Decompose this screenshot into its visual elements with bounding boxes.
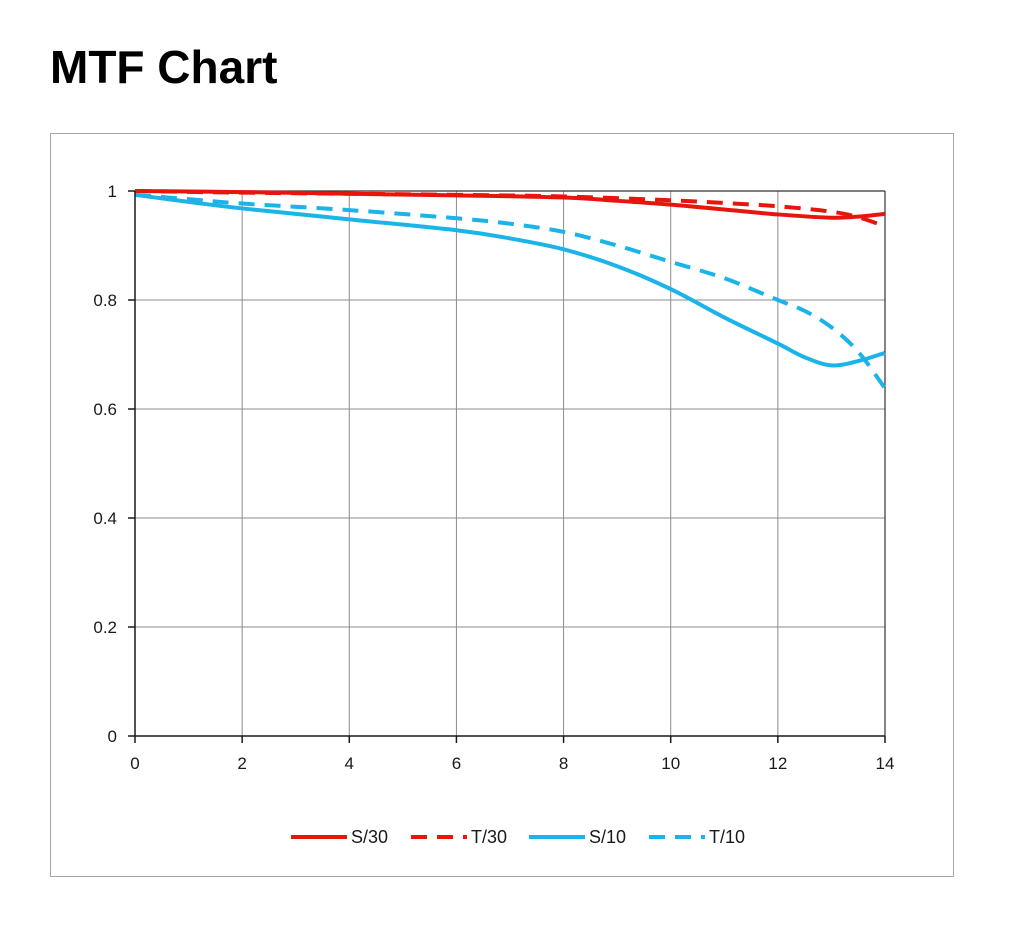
y-tick-label: 0.4 [93, 509, 117, 528]
x-tick-label: 12 [768, 754, 787, 773]
y-tick-label: 1 [108, 182, 117, 201]
y-tick-label: 0.6 [93, 400, 117, 419]
series-line-t-30 [134, 189, 886, 229]
mtf-chart: 0 2 4 6 8 10 12 14 0 0.2 0.4 0.6 0.8 1 S/30 T/30 S/10 T/… [93, 182, 894, 847]
y-tick-label: 0.2 [93, 618, 117, 637]
axis-layer: 0 2 4 6 8 10 12 14 0 0.2 0.4 0.6 0.8 1 [93, 182, 894, 773]
x-tick-label: 4 [345, 754, 354, 773]
x-tick-label: 8 [559, 754, 568, 773]
x-tick-label: 0 [130, 754, 139, 773]
legend-label: T/10 [709, 827, 745, 847]
series-layer [134, 189, 887, 390]
x-tick-label: 2 [237, 754, 246, 773]
series-line-s-10 [134, 192, 886, 368]
y-tick-label: 0.8 [93, 291, 117, 310]
legend-label: S/30 [351, 827, 388, 847]
page-title: MTF Chart [50, 41, 278, 93]
x-tick-label: 6 [452, 754, 461, 773]
series-line-t-10 [134, 192, 887, 390]
grid-layer [135, 190, 886, 736]
legend: S/30 T/30 S/10 T/10 [291, 827, 745, 847]
legend-label: S/10 [589, 827, 626, 847]
chart-frame: 0 2 4 6 8 10 12 14 0 0.2 0.4 0.6 0.8 1 S/30 T/30 S/10 T/… [50, 133, 954, 877]
legend-label: T/30 [471, 827, 507, 847]
y-tick-label: 0 [108, 727, 117, 746]
x-tick-label: 10 [661, 754, 680, 773]
x-tick-label: 14 [876, 754, 895, 773]
